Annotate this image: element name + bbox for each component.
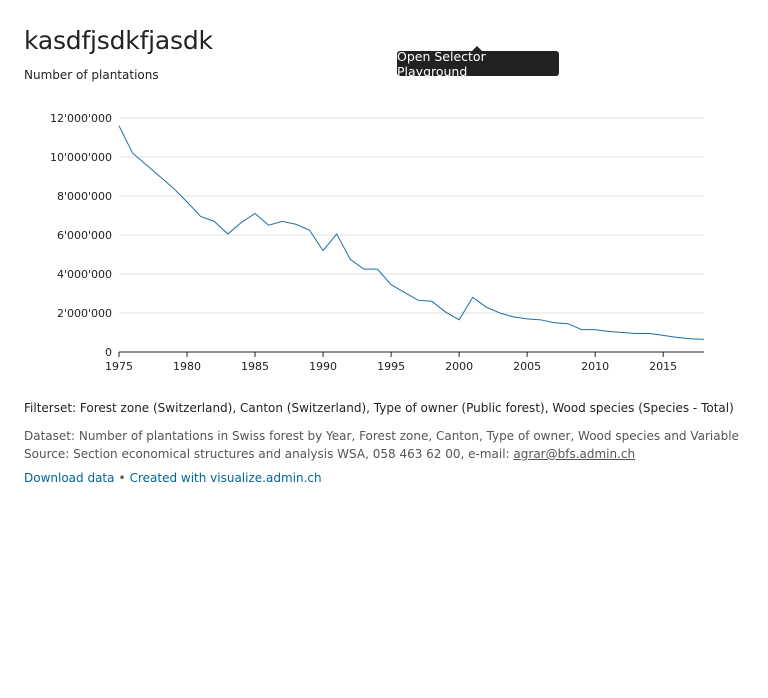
link-separator: • bbox=[118, 471, 126, 485]
grid-lines bbox=[119, 117, 704, 314]
dataset-info: Dataset: Number of plantations in Swiss … bbox=[24, 427, 739, 463]
x-tick-label: 1990 bbox=[309, 360, 337, 373]
x-tick-label: 1985 bbox=[241, 360, 269, 373]
y-tick-label: 12'000'000 bbox=[50, 112, 112, 125]
dataset-text: Dataset: Number of plantations in Swiss … bbox=[24, 429, 739, 443]
series-line bbox=[118, 125, 705, 340]
x-tick-label: 2005 bbox=[513, 360, 541, 373]
y-tick-label: 10'000'000 bbox=[50, 151, 112, 164]
chart-title: kasdfjsdkfjasdk bbox=[24, 26, 213, 55]
footer-links: Download data • Created with visualize.adm… bbox=[24, 471, 322, 485]
selector-playground-tooltip[interactable]: Open Selector Playground bbox=[397, 46, 559, 79]
y-tick-label: 8'000'000 bbox=[57, 190, 112, 203]
y-axis: 0 2'000'000 4'000'000 6'000'000 8'000'000 10'… bbox=[50, 112, 112, 359]
x-tick-label: 2000 bbox=[445, 360, 473, 373]
x-tick-label: 2010 bbox=[581, 360, 609, 373]
x-tick-label: 1975 bbox=[105, 360, 133, 373]
x-tick-label: 1980 bbox=[173, 360, 201, 373]
y-tick-label: 2'000'000 bbox=[57, 307, 112, 320]
line-chart: 0 2'000'000 4'000'000 6'000'000 8'000'000 10'… bbox=[50, 112, 705, 373]
y-tick-label: 4'000'000 bbox=[57, 268, 112, 281]
filterset-text: Filterset: Forest zone (Switzerland), Ca… bbox=[24, 401, 734, 415]
x-tick-label: 2015 bbox=[649, 360, 677, 373]
y-axis-label: Number of plantations bbox=[24, 68, 159, 82]
email-link[interactable]: agrar@bfs.admin.ch bbox=[513, 447, 636, 461]
source-line: Source: Section economical structures an… bbox=[24, 445, 739, 463]
created-with-link[interactable]: Created with visualize.admin.ch bbox=[129, 471, 322, 485]
y-tick-label: 6'000'000 bbox=[57, 229, 112, 242]
x-axis: 1975 1980 1985 1990 1995 2000 2005 2010 2015 bbox=[105, 351, 704, 373]
download-data-link[interactable]: Download data bbox=[24, 471, 115, 485]
source-text: Source: Section economical structures an… bbox=[24, 447, 514, 461]
y-tick-label: 0 bbox=[105, 346, 112, 359]
x-tick-label: 1995 bbox=[377, 360, 405, 373]
